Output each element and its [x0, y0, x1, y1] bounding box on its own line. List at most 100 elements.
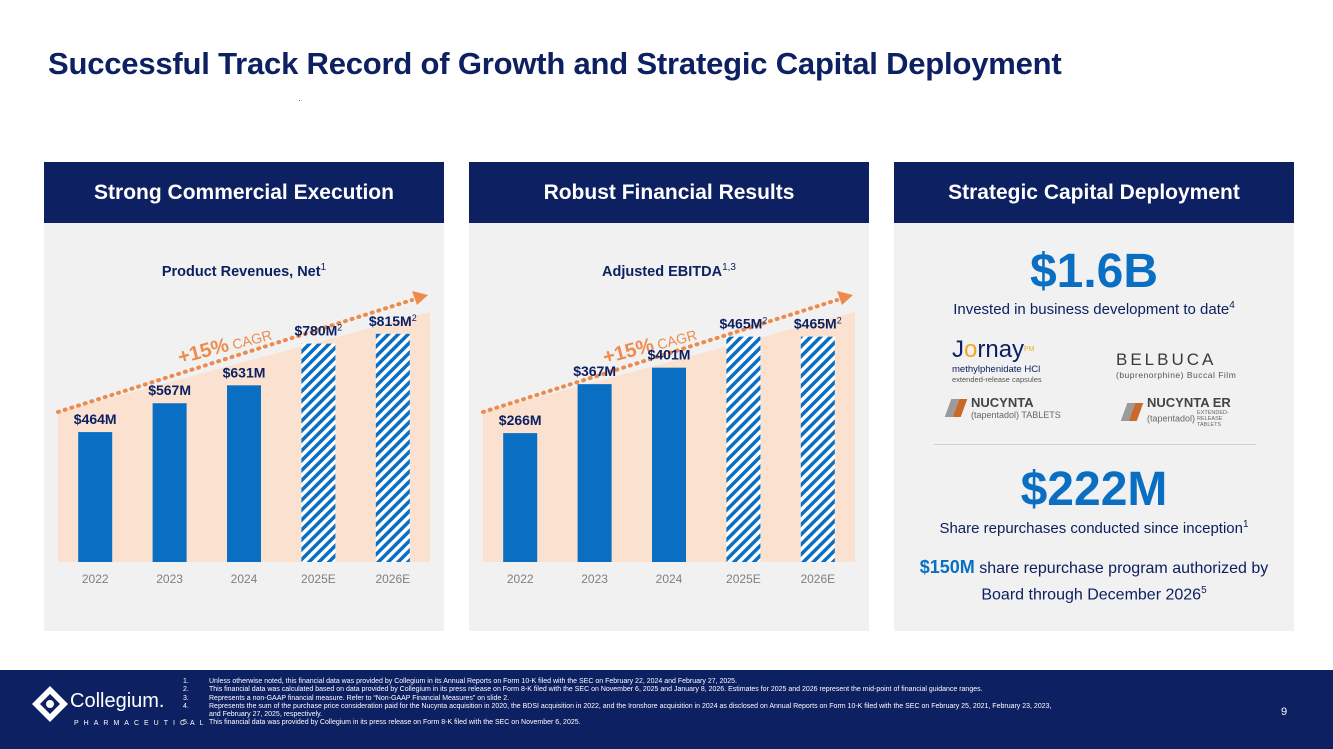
- program-text-2: Board through December 2026: [981, 586, 1202, 604]
- footnote-text: Represents a non-GAAP financial measure.…: [209, 694, 510, 702]
- bar-value-label: $401M: [648, 347, 691, 363]
- ebitda-bar-chart: +15% CAGR$266M2022$367M2023$401M2024$465…: [481, 291, 855, 586]
- x-tick-label: 2022: [507, 572, 534, 586]
- footnote-item: 5. This financial data was provided by Co…: [183, 719, 1063, 727]
- bar-value-text: $631M: [223, 364, 266, 380]
- bar-value-label: $465M2: [794, 316, 842, 332]
- bar-value-text: $780M: [294, 323, 337, 339]
- cagr-trend-line: [481, 298, 839, 414]
- jornay-rest: rnay: [977, 336, 1025, 363]
- bar-value-label: $367M: [573, 363, 616, 379]
- company-sub: PHARMACEUTICAL: [74, 720, 209, 727]
- program-sup: 5: [1201, 585, 1207, 596]
- footnote-number: 2.: [183, 686, 189, 694]
- x-tick-label: 2023: [581, 572, 608, 586]
- bar-2022: [78, 432, 113, 562]
- x-tick-label: 2024: [656, 572, 683, 586]
- bar-value-text: $567M: [148, 382, 191, 398]
- nucynta-er-name: NUCYNTA ER: [1147, 395, 1231, 410]
- repurchase-value: $222M: [1020, 463, 1168, 516]
- page-number: 9: [1281, 706, 1288, 718]
- belbuca-logo: BELBUCA (buprenorphine) Buccal Film: [1116, 350, 1236, 380]
- nucynta-sub: (tapentadol) TABLETS: [971, 410, 1061, 420]
- footnote-item: 4. Represents the sum of the purchase pri…: [183, 703, 1063, 720]
- chart-title-revenues: Product Revenues, Net1: [44, 262, 444, 280]
- jornay-o: o: [964, 336, 978, 363]
- bar-value-text: $401M: [648, 347, 691, 363]
- bar-2026E: [375, 333, 410, 562]
- jornay-logo: JornayPM methylphenidate HCl extended-re…: [952, 336, 1042, 385]
- program-text: share repurchase program authorized by: [974, 560, 1269, 577]
- panel-header-financial: Robust Financial Results: [469, 162, 869, 223]
- bar-2023: [577, 384, 612, 562]
- footnote-text: This financial data was calculated based…: [209, 686, 983, 694]
- bar-value-sup: 2: [337, 323, 342, 333]
- panel-header-commercial: Strong Commercial Execution: [44, 162, 444, 223]
- footnotes-list: 1. Unless otherwise noted, this financial…: [183, 678, 1063, 728]
- nucynta-er-tiny: EXTENDED-RELEASE TABLETS: [1197, 410, 1229, 428]
- footnote-number: 5.: [183, 719, 189, 727]
- panel-commercial-execution: Strong Commercial Execution Product Reve…: [44, 162, 444, 631]
- cagr-arrow-head: [412, 291, 428, 305]
- title-dot: [299, 100, 300, 101]
- x-tick-label: 2024: [231, 572, 258, 586]
- footnote-number: 4.: [183, 702, 189, 710]
- footnote-text: Represents the sum of the purchase price…: [209, 702, 1052, 719]
- cagr-arrow-head: [837, 291, 853, 305]
- nucynta-er-mark-icon: [1120, 403, 1144, 421]
- chart-title-sup: 1: [320, 262, 327, 273]
- footer-bar: Collegium. PHARMACEUTICAL 1. Unless other…: [0, 670, 1333, 749]
- page-title: Successful Track Record of Growth and St…: [48, 46, 1062, 81]
- x-tick-label: 2022: [82, 572, 109, 586]
- collegium-diamond-icon: [32, 686, 68, 722]
- chart-title-text: Adjusted EBITDA: [602, 263, 723, 280]
- bar-2025E: [301, 343, 336, 562]
- bar-value-label: $464M: [74, 411, 117, 427]
- repurchase-text: Share repurchases conducted since incept…: [894, 519, 1294, 537]
- bar-value-label: $567M: [148, 382, 191, 398]
- x-tick-label: 2025E: [301, 572, 336, 586]
- bar-value-sup: 2: [412, 313, 417, 323]
- nucynta-mark-icon: [944, 399, 968, 417]
- revenue-bar-chart: +15% CAGR$464M2022$567M2023$631M2024$780…: [56, 291, 430, 586]
- bar-2023: [152, 403, 187, 562]
- jornay-line3: extended-release capsules: [952, 375, 1042, 384]
- bar-2024: [652, 367, 686, 562]
- footnote-item: 2. This financial data was calculated bas…: [183, 686, 1063, 694]
- invested-value: $1.6B: [1029, 245, 1159, 298]
- chart-title-ebitda: Adjusted EBITDA1,3: [469, 262, 869, 280]
- panel-capital-deployment: Strategic Capital Deployment $1.6B Inves…: [894, 162, 1294, 631]
- invested-sup: 4: [1229, 300, 1235, 311]
- panel-header-capital: Strategic Capital Deployment: [894, 162, 1294, 223]
- bar-value-sup: 2: [762, 316, 767, 326]
- x-tick-label: 2023: [156, 572, 183, 586]
- footnote-number: 3.: [183, 694, 189, 702]
- bar-value-label: $780M2: [294, 323, 342, 339]
- repurchase-text-body: Share repurchases conducted since incept…: [939, 520, 1243, 537]
- company-name: Collegium.: [70, 690, 165, 712]
- repurchase-sup: 1: [1242, 519, 1249, 530]
- footnote-item: 3. Represents a non-GAAP financial measur…: [183, 695, 1063, 703]
- x-tick-label: 2026E: [800, 572, 835, 586]
- x-tick-label: 2026E: [375, 572, 410, 586]
- bar-2026E: [800, 336, 835, 562]
- bar-value-label: $465M2: [719, 316, 767, 332]
- jornay-line2: methylphenidate HCl: [952, 364, 1041, 375]
- bar-2022: [503, 433, 538, 562]
- bar-value-label: $266M: [499, 412, 542, 428]
- footnote-item: 1. Unless otherwise noted, this financial…: [183, 678, 1063, 686]
- bar-value-sup: 2: [837, 316, 842, 326]
- x-tick-label: 2025E: [726, 572, 761, 586]
- panel-financial-results: Robust Financial Results Adjusted EBITDA…: [469, 162, 869, 631]
- bar-value-text: $464M: [74, 411, 117, 427]
- belbuca-name: BELBUCA: [1116, 350, 1217, 369]
- nucynta-logo: NUCYNTA (tapentadol) TABLETS: [944, 395, 1061, 420]
- bar-value-label: $815M2: [369, 313, 417, 329]
- nucynta-er-sub: (tapentadol): [1147, 413, 1196, 424]
- nucynta-name: NUCYNTA: [971, 395, 1034, 410]
- bar-value-text: $815M: [369, 313, 412, 329]
- bar-value-text: $367M: [573, 363, 616, 379]
- logo-divider: [934, 444, 1256, 445]
- belbuca-sub: (buprenorphine) Buccal Film: [1116, 370, 1237, 380]
- bar-value-text: $465M: [719, 316, 762, 332]
